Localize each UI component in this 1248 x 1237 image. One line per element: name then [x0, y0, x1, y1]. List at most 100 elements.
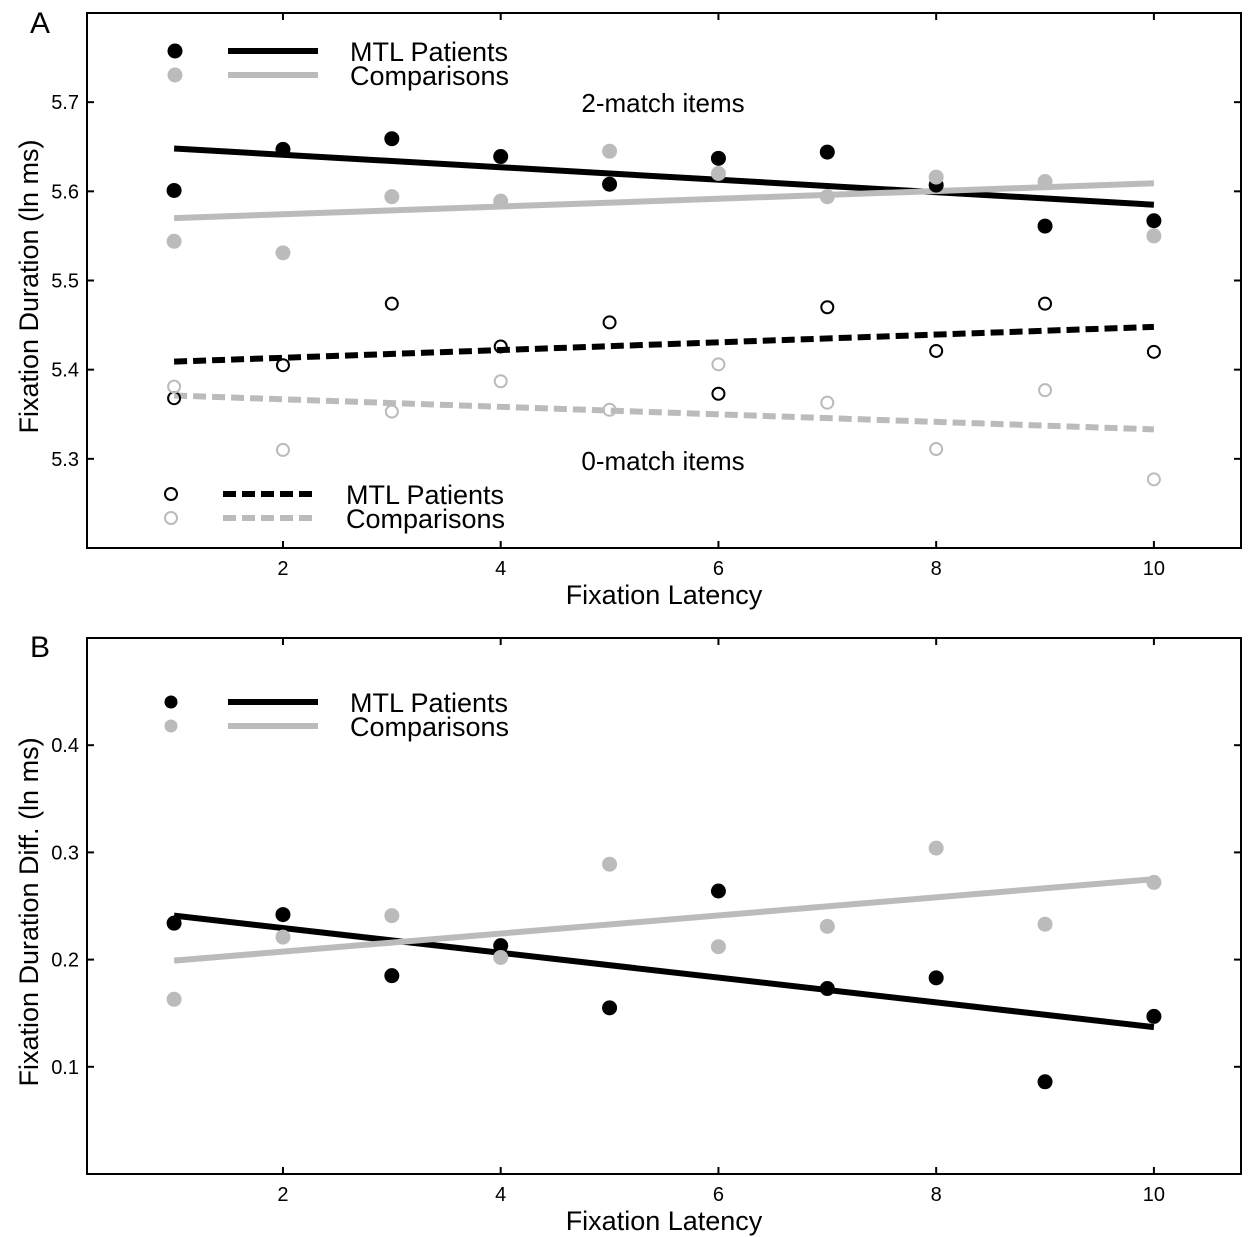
data-point [1037, 1074, 1053, 1090]
data-point [493, 193, 509, 209]
fit-line [173, 392, 1155, 433]
x-tick-label: 6 [713, 1184, 724, 1206]
data-point [384, 404, 399, 419]
data-point [1146, 1008, 1162, 1024]
data-point [275, 141, 291, 157]
legend-label: MTL Patients [350, 37, 508, 67]
data-point [602, 176, 618, 192]
data-point [820, 300, 835, 315]
data-point [1146, 874, 1162, 890]
data-point [493, 149, 509, 165]
x-tick-label: 4 [495, 1184, 506, 1206]
data-point [602, 1000, 618, 1016]
data-point [820, 395, 835, 410]
data-point [275, 442, 290, 457]
data-point [711, 386, 726, 401]
data-point [819, 144, 835, 160]
data-point [166, 991, 182, 1007]
legend-label: Comparisons [346, 504, 505, 534]
x-tick-label: 10 [1143, 558, 1165, 580]
data-point [1146, 213, 1162, 229]
fit-line [173, 145, 1155, 208]
plot-frame [86, 637, 1242, 1175]
fit-line [173, 180, 1155, 222]
x-axis-title: Fixation Latency [566, 1206, 763, 1236]
y-tick-label: 5.4 [51, 360, 79, 382]
data-point [493, 374, 508, 389]
panel-a: A 2 4 6 8 10 5.3 5.4 5.5 5.6 5.7 Fixation Latency Fi… [14, 7, 1242, 610]
legend-label: Comparisons [350, 61, 509, 91]
data-point [710, 883, 726, 899]
data-point [1146, 472, 1161, 487]
data-point [928, 840, 944, 856]
data-point [1146, 228, 1162, 244]
x-tick-label: 10 [1143, 1184, 1165, 1206]
data-point [275, 245, 291, 261]
data-point [166, 233, 182, 249]
data-point [384, 131, 400, 147]
legend-marker [167, 43, 183, 59]
data-point [928, 970, 944, 986]
data-point [384, 908, 400, 924]
data-point [1038, 383, 1053, 398]
x-tick-label: 2 [277, 558, 288, 580]
y-tick-label: 0.1 [51, 1057, 79, 1079]
fit-line [173, 323, 1155, 365]
data-point [275, 907, 291, 923]
legend-marker [164, 487, 178, 501]
data-point [1037, 174, 1053, 190]
legend-label: Comparisons [350, 712, 509, 742]
y-tick-label: 0.4 [51, 735, 79, 757]
data-point [929, 343, 944, 358]
y-tick-label: 5.3 [51, 449, 79, 471]
legend-label: MTL Patients [350, 688, 508, 718]
legend-marker [164, 511, 178, 525]
y-tick-label: 5.5 [51, 271, 79, 293]
y-tick-label: 5.7 [51, 92, 79, 114]
data-point [1146, 344, 1161, 359]
legend-label: MTL Patients [346, 480, 504, 510]
data-point [493, 949, 509, 965]
data-point [711, 357, 726, 372]
x-tick-label: 2 [277, 1184, 288, 1206]
y-tick-label: 0.3 [51, 842, 79, 864]
data-point [819, 981, 835, 997]
data-point [384, 296, 399, 311]
data-point [602, 143, 618, 159]
y-tick-label: 5.6 [51, 181, 79, 203]
data-point [602, 856, 618, 872]
data-point [710, 150, 726, 166]
fit-line [173, 912, 1155, 1031]
data-point [275, 929, 291, 945]
panel-letter: A [30, 7, 50, 40]
data-point [929, 442, 944, 457]
data-point [1037, 218, 1053, 234]
x-tick-label: 6 [713, 558, 724, 580]
panel-b: B 2 4 6 8 10 0.1 0.2 0.3 0.4 Fixation Latency Fixat… [14, 631, 1242, 1236]
data-point [493, 938, 509, 954]
data-point [1037, 916, 1053, 932]
x-tick-label: 4 [495, 558, 506, 580]
x-axis-title: Fixation Latency [566, 580, 763, 610]
data-point [166, 182, 182, 198]
y-tick-label: 0.2 [51, 950, 79, 972]
y-axis-title: Fixation Duration (ln ms) [14, 139, 44, 433]
data-point [384, 189, 400, 205]
data-point [819, 918, 835, 934]
data-point [602, 315, 617, 330]
legend-marker [167, 67, 183, 83]
data-point [710, 166, 726, 181]
legend-marker [164, 719, 178, 733]
data-point [928, 169, 944, 185]
legend-marker [164, 695, 178, 709]
data-point [819, 189, 835, 205]
annotation: 0-match items [581, 446, 744, 476]
fit-line [173, 876, 1155, 964]
x-tick-label: 8 [931, 558, 942, 580]
data-point [710, 939, 726, 955]
data-point [166, 915, 182, 931]
data-point [384, 968, 400, 984]
data-point [275, 358, 290, 373]
data-point [167, 379, 182, 394]
